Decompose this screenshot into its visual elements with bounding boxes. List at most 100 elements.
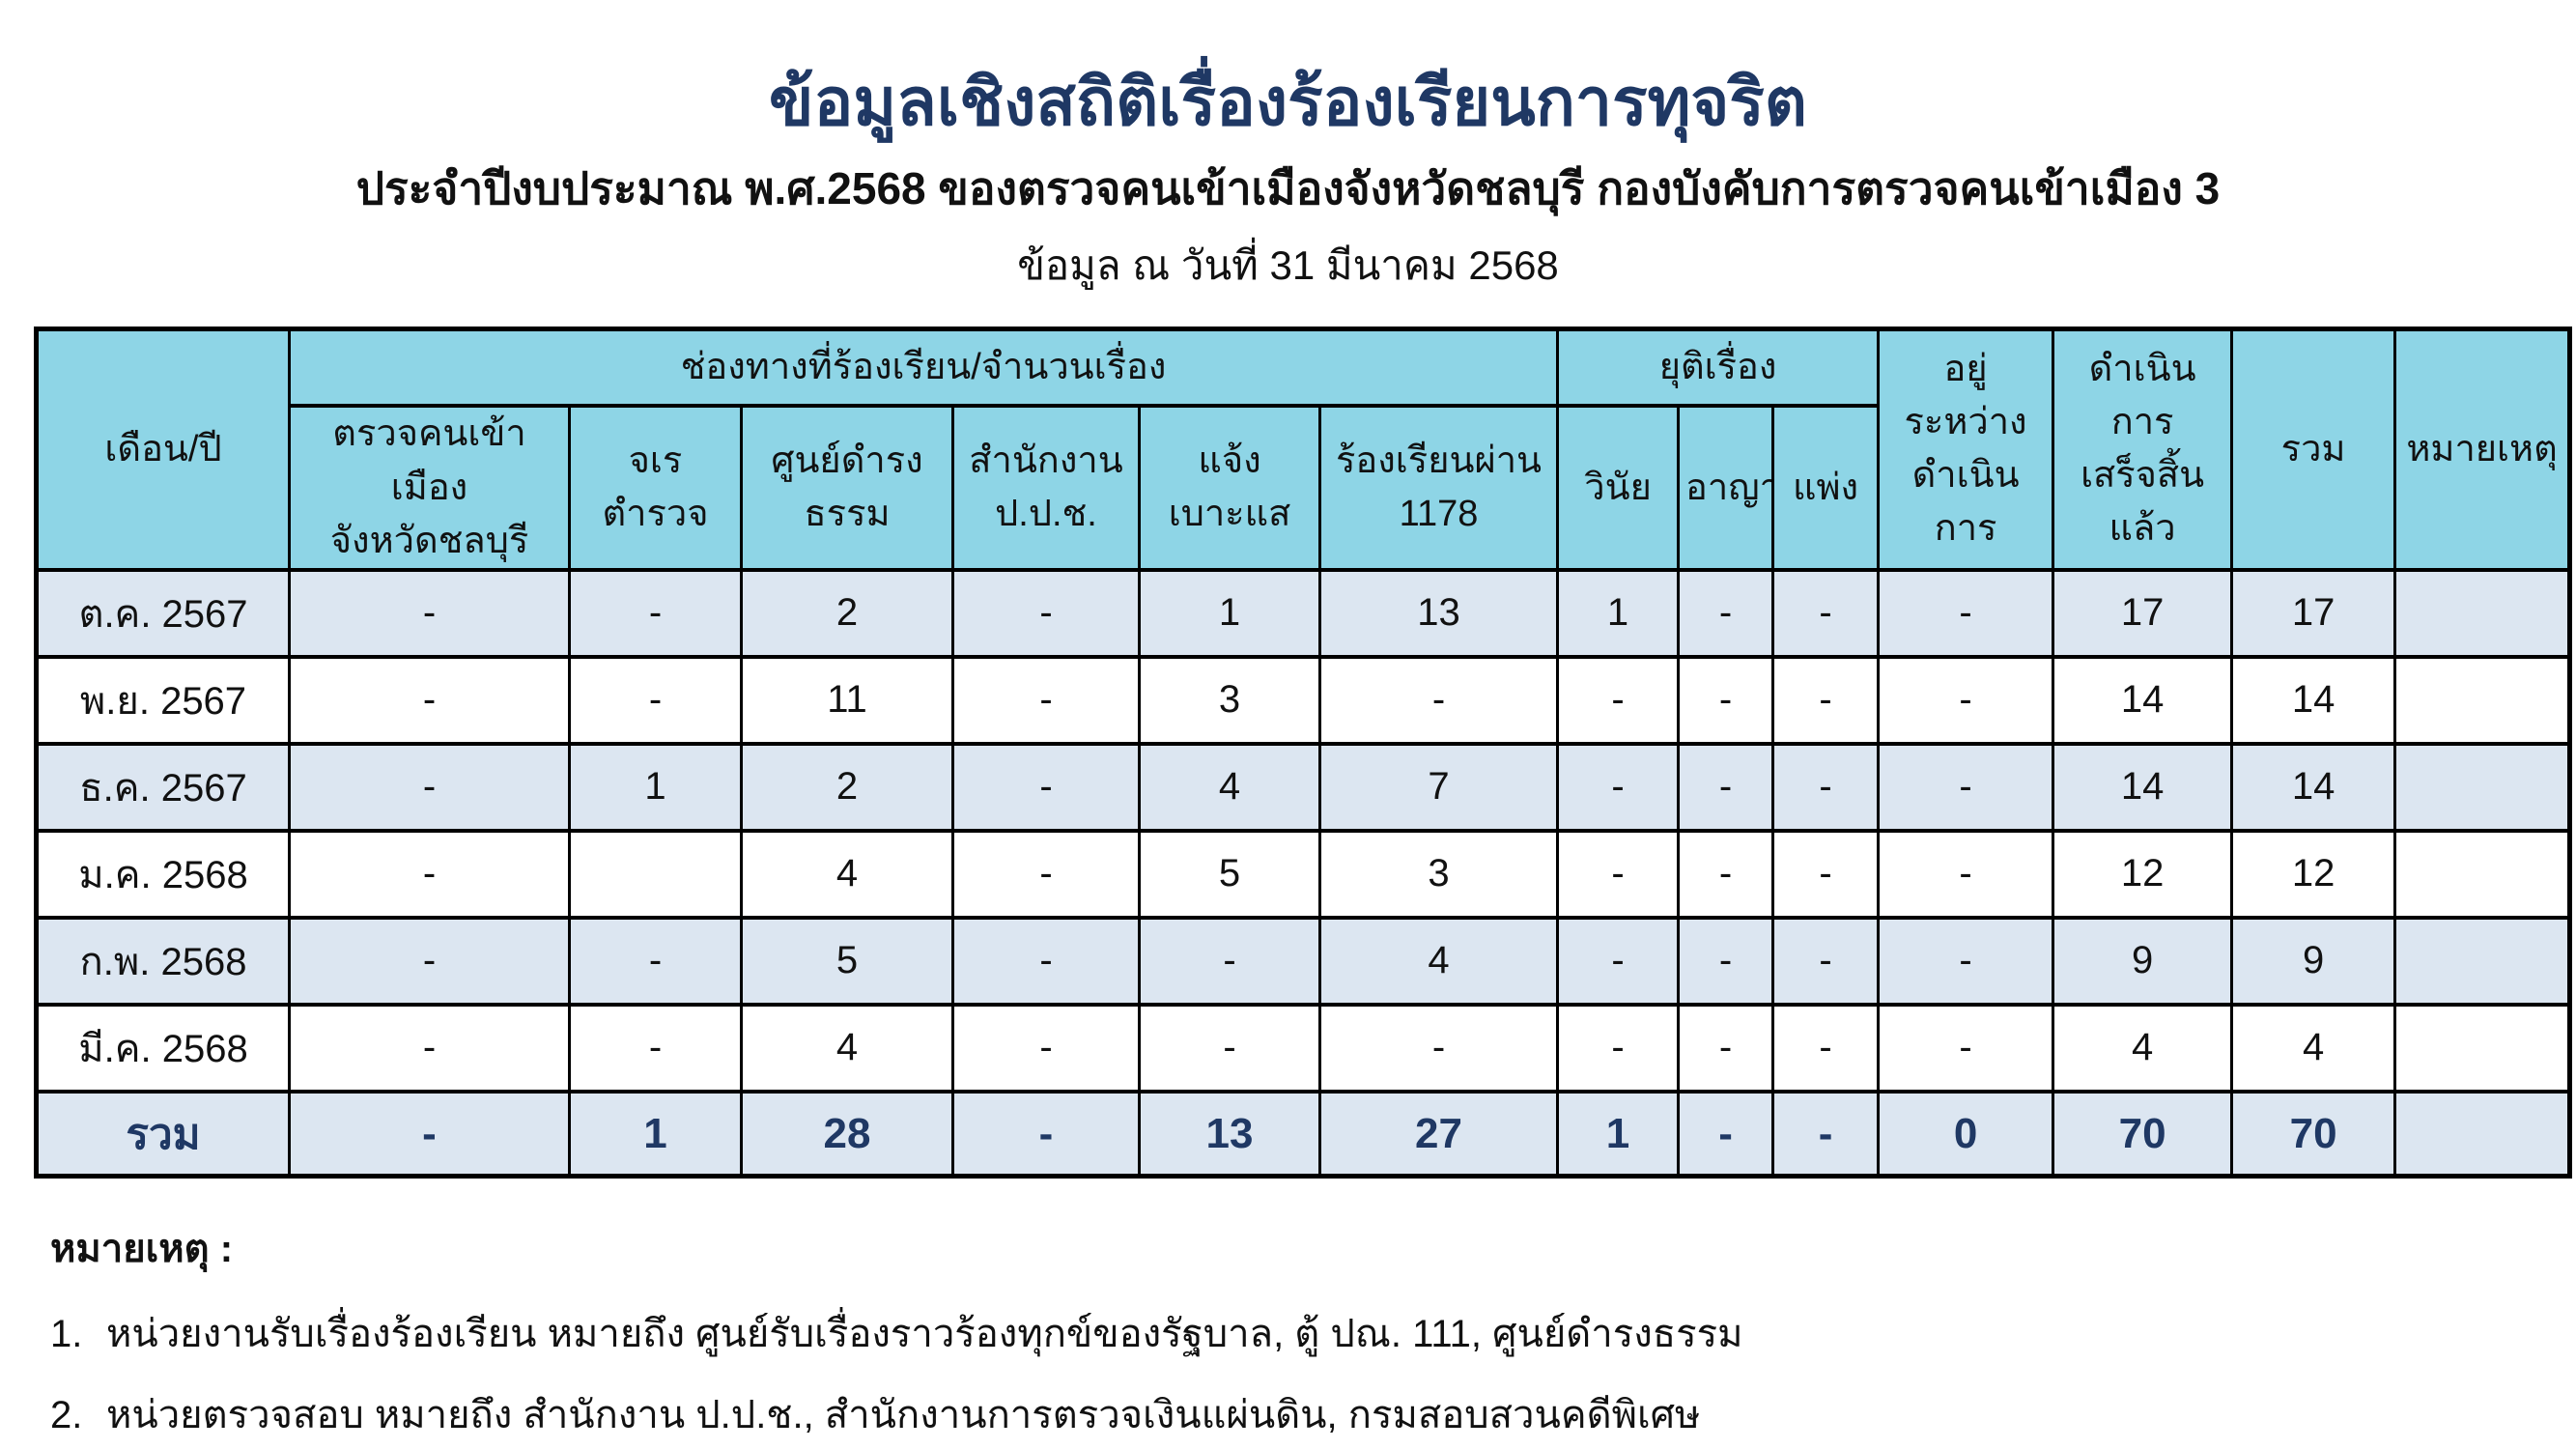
remark-cell bbox=[2393, 741, 2572, 833]
value-cell: - bbox=[1877, 1002, 2055, 1094]
value-cell: 1 bbox=[1138, 567, 1321, 659]
value-cell: 4 bbox=[740, 1002, 954, 1094]
value-cell: - bbox=[1556, 1002, 1681, 1094]
page-subtitle: ประจำปีงบประมาณ พ.ศ.2568 ของตรวจคนเข้าเม… bbox=[355, 163, 2221, 214]
table-row-feb-2568: ก.พ. 2568 - - 5 - - 4 - - - - 9 9 bbox=[35, 915, 2572, 1007]
value-cell: - bbox=[568, 1002, 743, 1094]
value-cell: - bbox=[951, 654, 1141, 746]
value-cell: 5 bbox=[1138, 828, 1321, 920]
value-cell: - bbox=[1317, 1002, 1560, 1094]
col-group-complaint-channels: ช่องทางที่ร้องเรียน/จำนวนเรื่อง bbox=[287, 327, 1560, 409]
table-row-mar-2568: มี.ค. 2568 - - 4 - - - - - - - 4 4 bbox=[35, 1002, 2572, 1094]
total-value-cell: 1 bbox=[568, 1089, 743, 1179]
table-row-total: รวม - 1 28 - 13 27 1 - - 0 70 70 bbox=[35, 1089, 2572, 1179]
complaints-statistics-table: เดือน/ปี ช่องทางที่ร้องเรียน/จำนวนเรื่อง… bbox=[34, 326, 2573, 1179]
remark-cell bbox=[2393, 915, 2572, 1007]
value-cell: - bbox=[568, 567, 743, 659]
value-cell: - bbox=[288, 741, 571, 833]
value-cell: - bbox=[1877, 741, 2055, 833]
value-cell: - bbox=[1677, 915, 1775, 1007]
footnote-number: 2. bbox=[50, 1394, 83, 1437]
total-value-cell: 70 bbox=[2052, 1089, 2234, 1179]
total-value-cell: 27 bbox=[1317, 1089, 1560, 1179]
value-cell: 7 bbox=[1317, 741, 1560, 833]
col-header-nacc-office: สำนักงาน ป.ป.ช. bbox=[951, 404, 1141, 572]
value-cell: - bbox=[288, 915, 571, 1007]
value-cell: - bbox=[1677, 567, 1775, 659]
month-cell: ต.ค. 2567 bbox=[35, 567, 291, 659]
value-cell: 2 bbox=[740, 741, 954, 833]
value-cell: 14 bbox=[2230, 654, 2397, 746]
value-cell: 2 bbox=[740, 567, 954, 659]
table-row-dec-2567: ธ.ค. 2567 - 1 2 - 4 7 - - - - 14 14 bbox=[35, 741, 2572, 833]
col-header-remarks: หมายเหตุ bbox=[2393, 327, 2572, 572]
table-row-jan-2568: ม.ค. 2568 - 4 - 5 3 - - - - 12 12 bbox=[35, 828, 2572, 920]
col-header-immigration-chonburi: ตรวจคนเข้าเมือง จังหวัดชลบุรี bbox=[288, 404, 571, 572]
footnotes-section: หมายเหตุ : 1. หน่วยงานรับเรื่องร้องเรียน… bbox=[50, 1217, 2576, 1441]
value-cell: 3 bbox=[1317, 828, 1560, 920]
value-cell: - bbox=[1771, 654, 1881, 746]
value-cell: 9 bbox=[2052, 915, 2234, 1007]
value-cell: - bbox=[951, 567, 1141, 659]
value-cell: - bbox=[1877, 567, 2055, 659]
value-cell: - bbox=[951, 828, 1141, 920]
value-cell: 14 bbox=[2052, 741, 2234, 833]
header-sub-row: ตรวจคนเข้าเมือง จังหวัดชลบุรี จเรตำรวจ ศ… bbox=[37, 404, 2570, 572]
value-cell: - bbox=[1556, 828, 1681, 920]
value-cell: 12 bbox=[2230, 828, 2397, 920]
footnote-item-2: 2. หน่วยตรวจสอบ หมายถึง สำนักงาน ป.ป.ช.,… bbox=[50, 1389, 2576, 1441]
value-cell: 11 bbox=[740, 654, 954, 746]
value-cell bbox=[568, 828, 743, 920]
value-cell: 1 bbox=[1556, 567, 1681, 659]
value-cell: - bbox=[1138, 915, 1321, 1007]
value-cell: - bbox=[1771, 741, 1881, 833]
total-value-cell: 70 bbox=[2230, 1089, 2397, 1179]
value-cell: - bbox=[568, 654, 743, 746]
footnote-number: 1. bbox=[50, 1313, 83, 1356]
col-header-tip-off: แจ้งเบาะแส bbox=[1138, 404, 1321, 572]
remark-cell bbox=[2393, 828, 2572, 920]
footnote-text: หน่วยตรวจสอบ หมายถึง สำนักงาน ป.ป.ช., สำ… bbox=[106, 1394, 1701, 1437]
col-header-civil: แพ่ง bbox=[1771, 404, 1881, 572]
value-cell: - bbox=[951, 915, 1141, 1007]
value-cell: 17 bbox=[2230, 567, 2397, 659]
page-title: ข้อมูลเชิงสถิติเรื่องร้องเรียนการทุจริต bbox=[769, 66, 1807, 139]
col-header-hotline-1178: ร้องเรียนผ่าน 1178 bbox=[1317, 404, 1560, 572]
col-header-criminal: อาญา bbox=[1677, 404, 1775, 572]
col-header-completed: ดำเนินการ เสร็จสิ้นแล้ว bbox=[2052, 327, 2234, 572]
total-remark-cell bbox=[2393, 1089, 2572, 1179]
value-cell: 4 bbox=[740, 828, 954, 920]
month-cell: พ.ย. 2567 bbox=[35, 654, 291, 746]
value-cell: - bbox=[1771, 567, 1881, 659]
value-cell: - bbox=[1556, 915, 1681, 1007]
total-value-cell: 28 bbox=[740, 1089, 954, 1179]
value-cell: - bbox=[1556, 654, 1681, 746]
value-cell: 9 bbox=[2230, 915, 2397, 1007]
col-header-disciplinary: วินัย bbox=[1556, 404, 1681, 572]
remark-cell bbox=[2393, 567, 2572, 659]
value-cell: - bbox=[1877, 828, 2055, 920]
month-cell: มี.ค. 2568 bbox=[35, 1002, 291, 1094]
value-cell: - bbox=[288, 828, 571, 920]
total-value-cell: - bbox=[951, 1089, 1141, 1179]
total-value-cell: 1 bbox=[1556, 1089, 1681, 1179]
col-group-case-closed: ยุติเรื่อง bbox=[1556, 327, 1881, 409]
value-cell: - bbox=[1317, 654, 1560, 746]
value-cell: - bbox=[1677, 828, 1775, 920]
value-cell: 4 bbox=[1138, 741, 1321, 833]
month-cell: ก.พ. 2568 bbox=[35, 915, 291, 1007]
col-header-in-progress: อยู่ระหว่าง ดำเนินการ bbox=[1877, 327, 2055, 572]
total-value-cell: - bbox=[1677, 1089, 1775, 1179]
value-cell: 5 bbox=[740, 915, 954, 1007]
value-cell: - bbox=[1677, 741, 1775, 833]
month-cell: ม.ค. 2568 bbox=[35, 828, 291, 920]
value-cell: - bbox=[288, 567, 571, 659]
data-as-of-line: ข้อมูล ณ วันที่ 31 มีนาคม 2568 bbox=[1017, 242, 1559, 288]
footnote-item-1: 1. หน่วยงานรับเรื่องร้องเรียน หมายถึง ศู… bbox=[50, 1308, 2576, 1360]
remark-cell bbox=[2393, 1002, 2572, 1094]
value-cell: - bbox=[1138, 1002, 1321, 1094]
total-value-cell: - bbox=[288, 1089, 571, 1179]
value-cell: - bbox=[288, 1002, 571, 1094]
value-cell: - bbox=[1771, 1002, 1881, 1094]
